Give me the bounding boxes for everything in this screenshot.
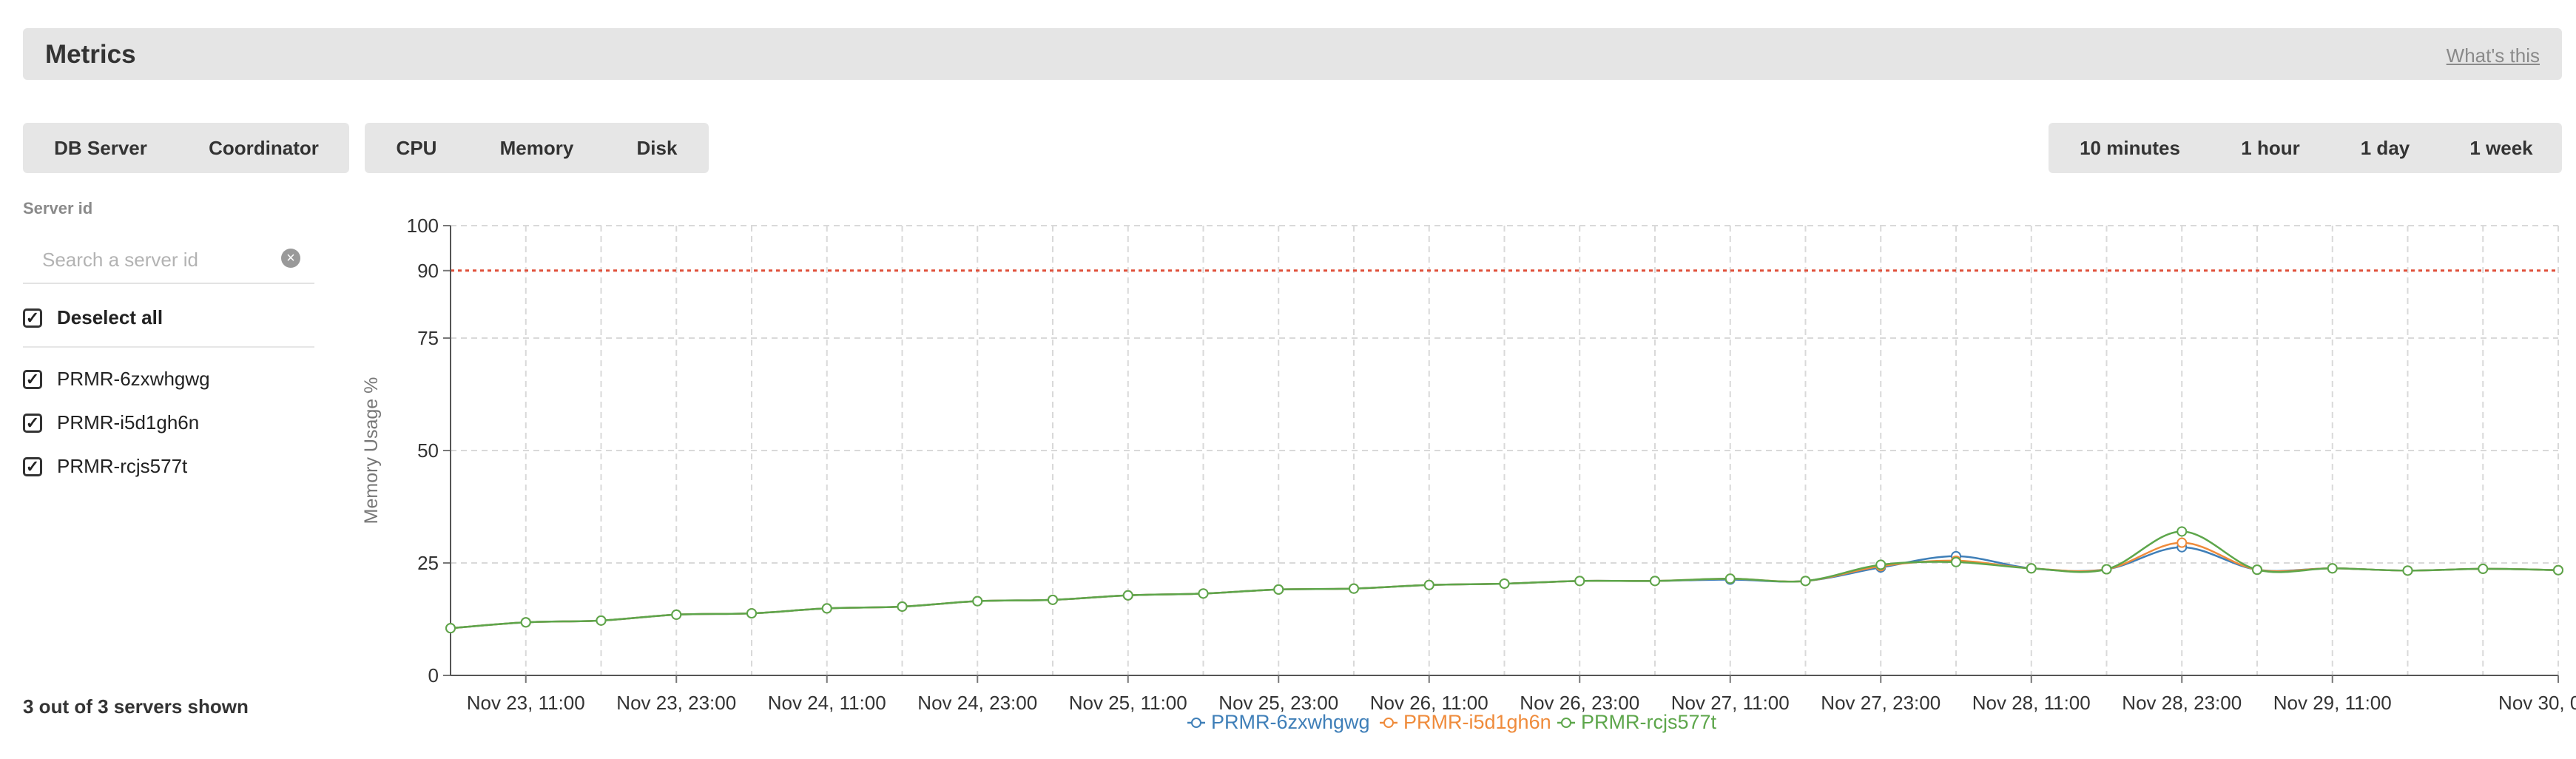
memory-button[interactable]: Memory	[468, 123, 605, 173]
servers-shown-count: 3 out of 3 servers shown	[23, 695, 249, 718]
data-point	[1423, 579, 1434, 590]
whats-this-link[interactable]: What's this	[2446, 44, 2540, 67]
data-point	[821, 603, 832, 614]
data-point	[671, 609, 682, 620]
db-server-button[interactable]: DB Server	[23, 123, 178, 173]
data-point	[2327, 563, 2338, 574]
data-point	[2553, 564, 2563, 576]
server-item[interactable]: ✓ PRMR-rcjs577t	[23, 455, 187, 478]
y-tick-label: 90	[417, 260, 439, 282]
server-item[interactable]: ✓ PRMR-i5d1gh6n	[23, 411, 199, 434]
legend-marker-icon	[1561, 718, 1571, 728]
coordinator-button[interactable]: Coordinator	[178, 123, 349, 173]
data-point	[1273, 584, 1284, 595]
x-tick-label: Nov 30, 05:00	[2498, 692, 2576, 714]
deselect-all-label: Deselect all	[57, 306, 163, 328]
data-point	[1650, 576, 1660, 587]
data-point	[1951, 556, 1961, 567]
data-point	[2101, 564, 2112, 575]
y-tick-label: 0	[428, 664, 439, 687]
range-1-day-button[interactable]: 1 day	[2330, 123, 2441, 173]
checkmark-icon[interactable]: ✓	[23, 456, 42, 476]
data-point	[1724, 573, 1736, 584]
y-axis-label: Memory Usage %	[361, 377, 382, 524]
x-tick-label: Nov 28, 11:00	[1972, 692, 2091, 714]
x-tick-label: Nov 27, 11:00	[1671, 692, 1790, 714]
legend-entry: PRMR-i5d1gh6n	[1403, 711, 1551, 733]
data-point	[746, 608, 757, 619]
data-point	[1048, 594, 1058, 605]
y-tick-label: 50	[417, 439, 439, 462]
data-point	[2402, 565, 2413, 576]
checkmark-icon[interactable]: ✓	[23, 308, 42, 328]
data-point	[1574, 576, 1585, 587]
x-tick-label: Nov 24, 11:00	[768, 692, 886, 714]
y-tick-label: 75	[417, 327, 439, 349]
metrics-header: Metrics What's this	[23, 28, 2562, 80]
data-point	[520, 617, 531, 628]
data-point	[1800, 576, 1811, 587]
server-search-input[interactable]	[41, 244, 280, 275]
data-point	[2478, 563, 2489, 574]
data-point	[2177, 526, 2188, 537]
x-tick-label: Nov 25, 11:00	[1069, 692, 1187, 714]
server-item-label: PRMR-rcjs577t	[57, 455, 188, 477]
legend-entry: PRMR-rcjs577t	[1581, 711, 1717, 733]
time-range-group: 10 minutes 1 hour 1 day 1 week	[2049, 123, 2562, 173]
x-tick-label: Nov 26, 11:00	[1370, 692, 1488, 714]
page-title: Metrics	[45, 40, 136, 69]
legend-entry: PRMR-6zxwhgwg	[1211, 711, 1370, 733]
server-item[interactable]: ✓ PRMR-6zxwhgwg	[23, 368, 210, 391]
cpu-button[interactable]: CPU	[365, 123, 468, 173]
data-point	[596, 615, 607, 626]
range-1-hour-button[interactable]: 1 hour	[2211, 123, 2330, 173]
x-tick-label: Nov 29, 11:00	[2273, 692, 2392, 714]
range-10-minutes-button[interactable]: 10 minutes	[2049, 123, 2211, 173]
data-point	[1875, 559, 1887, 570]
data-point	[1122, 590, 1133, 601]
checkmark-icon[interactable]: ✓	[23, 413, 42, 433]
x-tick-label: Nov 28, 23:00	[2122, 692, 2242, 714]
x-tick-label: Nov 24, 23:00	[917, 692, 1037, 714]
sidebar-divider	[23, 346, 314, 348]
checkmark-icon[interactable]: ✓	[23, 369, 42, 389]
server-item-label: PRMR-6zxwhgwg	[57, 368, 210, 390]
data-point	[1198, 588, 1209, 599]
clear-search-icon[interactable]: ×	[281, 249, 300, 268]
range-1-week-button[interactable]: 1 week	[2441, 123, 2562, 173]
server-item-label: PRMR-i5d1gh6n	[57, 411, 200, 434]
legend-marker-icon	[1383, 718, 1394, 728]
legend-marker-icon	[1191, 718, 1201, 728]
data-point	[2177, 537, 2188, 548]
deselect-all-toggle[interactable]: ✓ Deselect all	[23, 306, 163, 329]
data-point	[2026, 563, 2037, 574]
x-tick-label: Nov 27, 23:00	[1821, 692, 1941, 714]
data-point	[2252, 564, 2262, 576]
metric-toggle-group: CPU Memory Disk	[365, 123, 709, 173]
disk-button[interactable]: Disk	[605, 123, 709, 173]
data-point	[1349, 583, 1359, 594]
x-tick-label: Nov 25, 23:00	[1218, 692, 1338, 714]
data-point	[1499, 578, 1510, 589]
search-field: ×	[23, 238, 314, 284]
role-toggle-group: DB Server Coordinator	[23, 123, 349, 173]
x-tick-label: Nov 26, 23:00	[1520, 692, 1639, 714]
y-tick-label: 100	[407, 215, 439, 237]
data-point	[972, 596, 983, 607]
data-point	[445, 623, 456, 634]
x-tick-label: Nov 23, 11:00	[467, 692, 585, 714]
server-id-label: Server id	[23, 199, 93, 217]
x-tick-label: Nov 23, 23:00	[616, 692, 736, 714]
y-tick-label: 25	[417, 552, 439, 574]
data-point	[897, 601, 908, 612]
